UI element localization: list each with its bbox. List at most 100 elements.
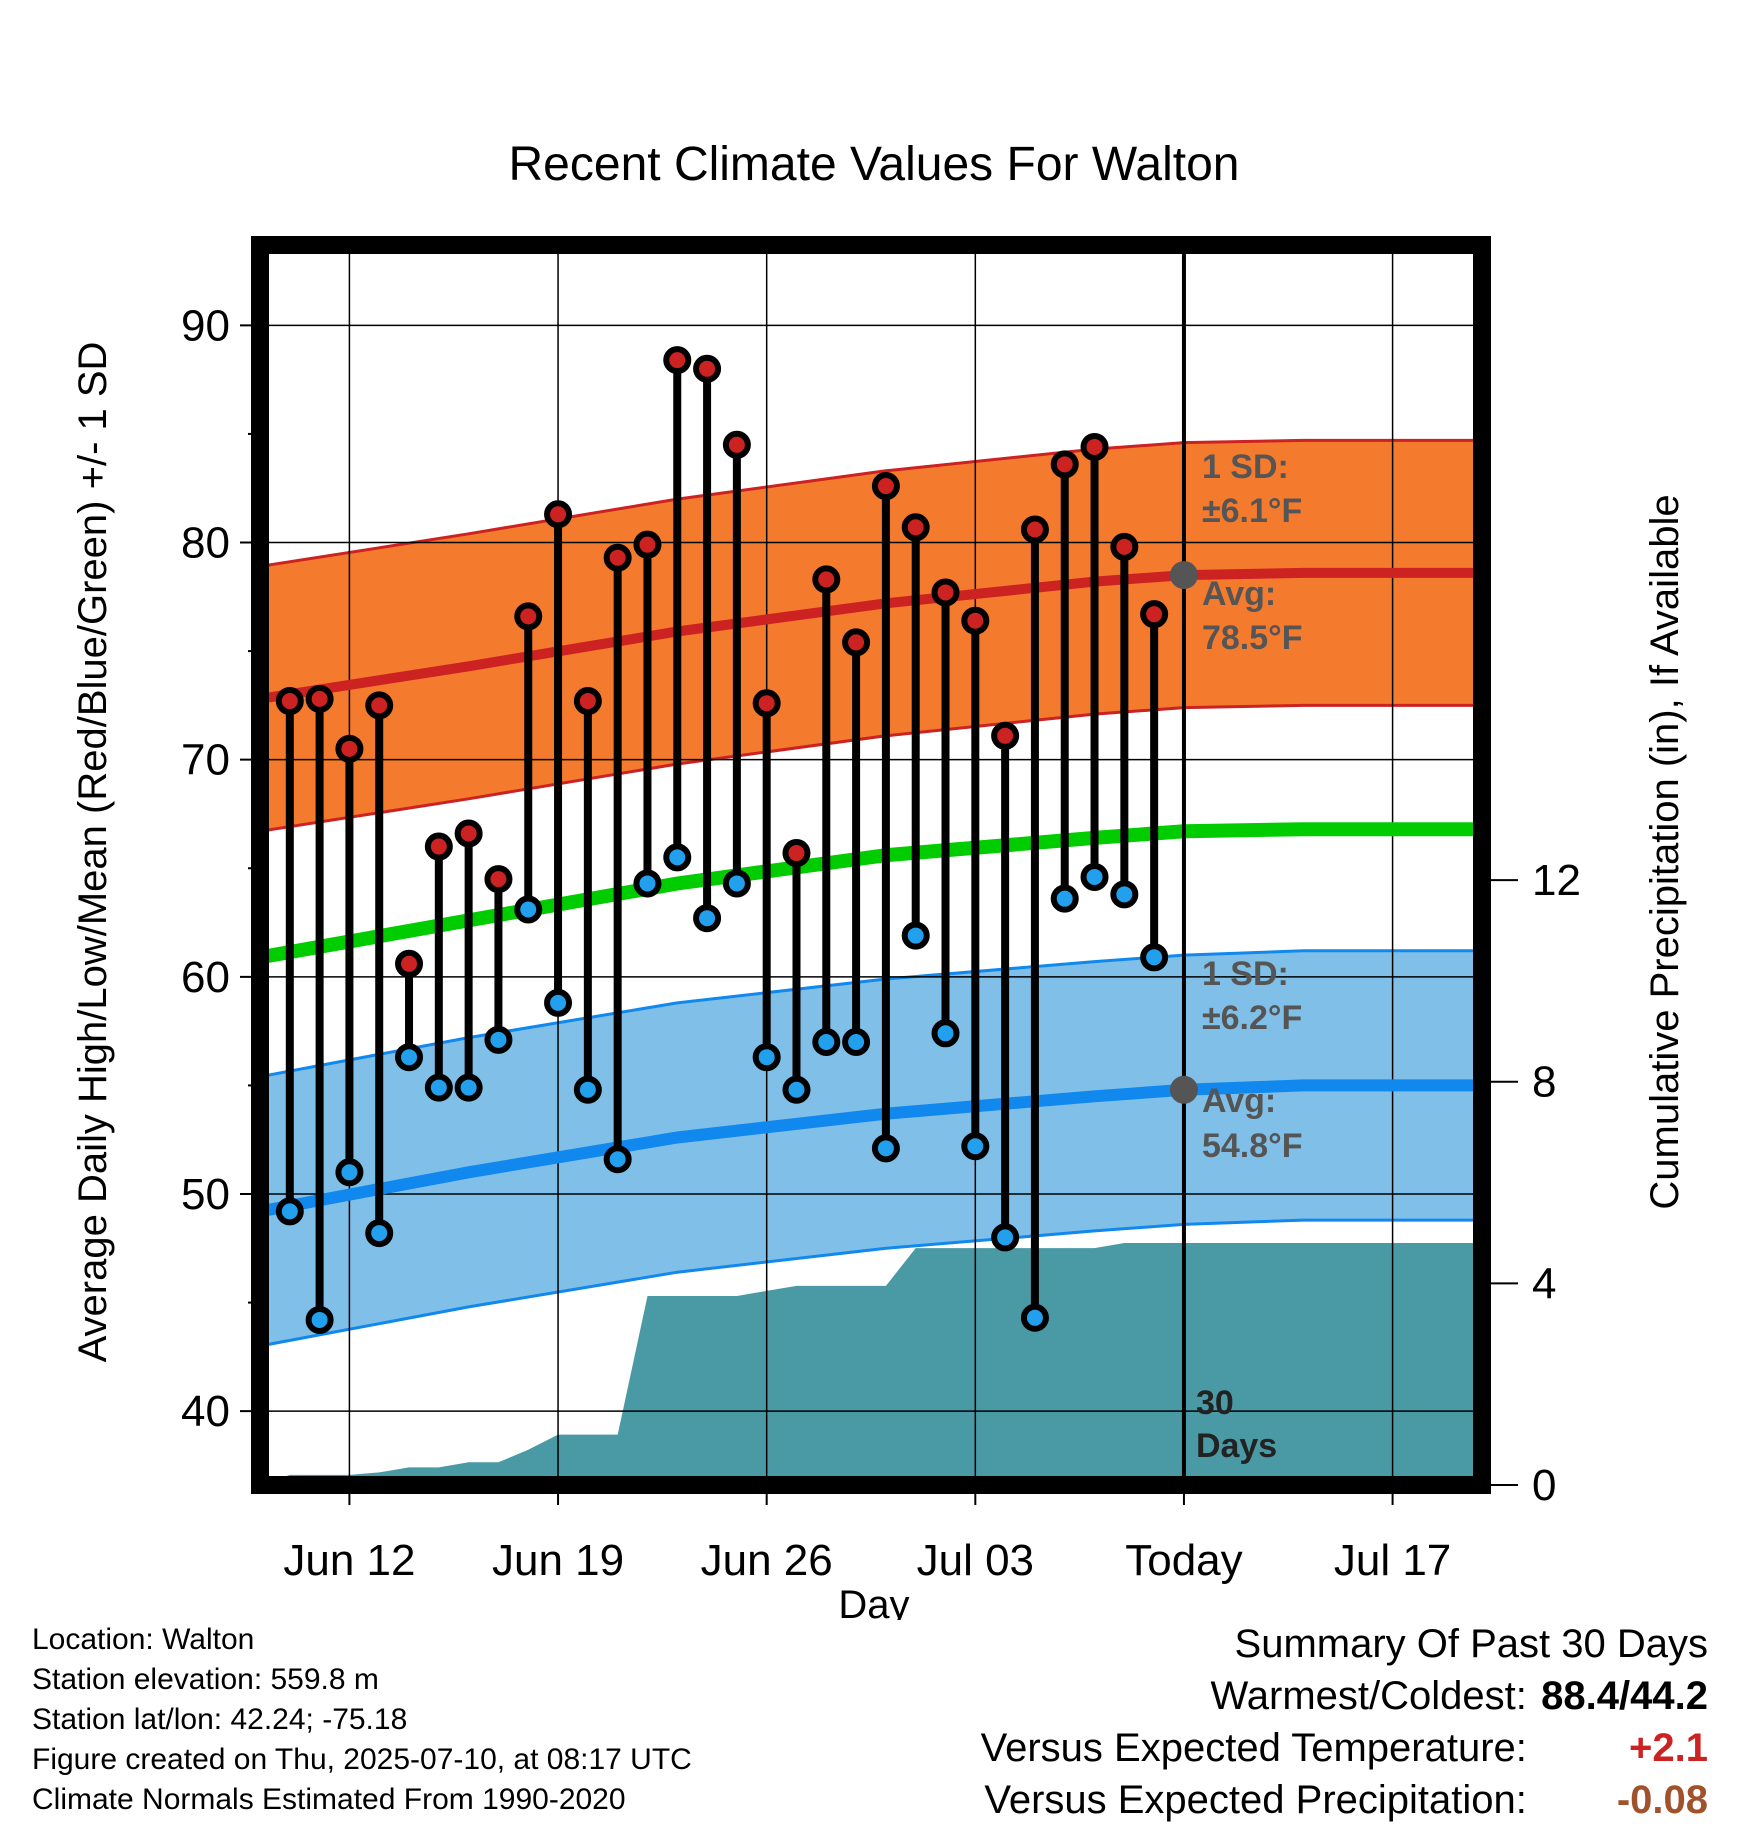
daily-high-point <box>603 543 632 572</box>
y-tick-label-left: 80 <box>181 519 230 568</box>
low-sd-annotation-line-1: 1 SD: <box>1202 955 1289 993</box>
daily-low-point <box>424 1073 453 1102</box>
warmest-coldest-row: Warmest/Coldest: 88.4/44.2 <box>981 1670 1709 1722</box>
daily-low-point <box>514 895 543 924</box>
y-axis-label-right: Cumulative Precipitation (in), If Availa… <box>1643 494 1687 1209</box>
x-axis-label: Day <box>838 1583 909 1620</box>
daily-low-point <box>961 1132 990 1161</box>
daily-low-point <box>454 1073 483 1102</box>
summary-panel: Summary Of Past 30 Days Warmest/Coldest:… <box>981 1618 1708 1826</box>
normal-mean-line <box>269 822 1482 963</box>
daily-low-point <box>305 1305 334 1334</box>
daily-high-point <box>1050 450 1079 479</box>
daily-high-point <box>1080 432 1109 461</box>
station-location: Location: Walton <box>32 1623 255 1656</box>
daily-high-point <box>961 606 990 635</box>
chart-title: Recent Climate Values For Walton <box>509 138 1240 191</box>
y-tick-label-right: 0 <box>1532 1461 1556 1510</box>
daily-high-point <box>991 721 1020 750</box>
low-avg-annotation-line-1: Avg: <box>1202 1082 1276 1120</box>
daily-low-point <box>484 1025 513 1054</box>
daily-high-point <box>633 530 662 559</box>
daily-high-point <box>752 689 781 718</box>
high-avg-annotation-line-2: 78.5°F <box>1202 619 1303 657</box>
low-sd-annotation-line-2: ±6.2°F <box>1202 999 1302 1037</box>
precip-deviation-label: Versus Expected Precipitation: <box>984 1778 1527 1822</box>
daily-low-point <box>1050 884 1079 913</box>
station-latlon: Station lat/lon: 42.24; -75.18 <box>32 1703 408 1736</box>
daily-low-point <box>842 1027 871 1056</box>
x-tick-label: Jul 17 <box>1334 1536 1451 1585</box>
daily-low-point <box>1080 862 1109 891</box>
daily-high-point <box>663 346 692 375</box>
warmest-coldest-value: 88.4/44.2 <box>1541 1674 1708 1718</box>
daily-high-point <box>1140 600 1169 629</box>
daily-low-point <box>901 921 930 950</box>
daily-high-point <box>365 691 394 720</box>
daily-high-point <box>842 628 871 657</box>
daily-low-point <box>931 1019 960 1048</box>
daily-high-point <box>693 354 722 383</box>
daily-low-point <box>663 843 692 872</box>
x-tick-label: Jun 19 <box>492 1536 624 1585</box>
daily-low-point <box>275 1197 304 1226</box>
daily-low-point <box>722 869 751 898</box>
daily-high-point <box>544 500 573 529</box>
daily-low-point <box>752 1043 781 1072</box>
daily-high-point <box>395 949 424 978</box>
x-tick-label: Jun 12 <box>283 1536 415 1585</box>
daily-low-point <box>871 1134 900 1163</box>
climate-normals-note: Climate Normals Estimated From 1990-2020 <box>32 1783 626 1816</box>
high-sd-annotation-line-1: 1 SD: <box>1202 448 1289 486</box>
y-tick-label-right: 12 <box>1532 856 1581 905</box>
high-sd-annotation-line-2: ±6.1°F <box>1202 492 1302 530</box>
daily-high-point <box>335 734 364 763</box>
x-tick-label: Jun 26 <box>701 1536 833 1585</box>
daily-high-point <box>1110 532 1139 561</box>
daily-low-point <box>693 904 722 933</box>
figure-created: Figure created on Thu, 2025-07-10, at 08… <box>32 1743 692 1776</box>
precip-deviation-row: Versus Expected Precipitation: -0.08 <box>981 1774 1708 1826</box>
high-sd-band <box>269 440 1482 830</box>
y-axis-label-left: Average Daily High/Low/Mean (Red/Blue/Gr… <box>71 342 115 1363</box>
daily-low-point <box>603 1145 632 1174</box>
daily-high-point <box>573 687 602 716</box>
daily-high-point <box>1020 515 1049 544</box>
days-annotation-line-2: Days <box>1196 1427 1277 1465</box>
daily-high-point <box>871 472 900 501</box>
daily-high-point <box>275 687 304 716</box>
axes: 40 50 60 70 80 90 0 4 8 12 Jun 12 Jun 19 Jun 26 Jul 0… <box>181 236 1581 1585</box>
today-low-avg-marker <box>1169 1075 1198 1104</box>
y-tick-label-left: 70 <box>181 736 230 785</box>
days-annotation-line-1: 30 <box>1196 1384 1234 1422</box>
x-tick-label: Jul 03 <box>917 1536 1034 1585</box>
daily-low-point <box>544 988 573 1017</box>
y-tick-label-left: 90 <box>181 301 230 350</box>
temp-deviation-value: +2.1 <box>1629 1726 1708 1770</box>
y-tick-label-left: 60 <box>181 953 230 1002</box>
daily-low-point <box>365 1219 394 1248</box>
daily-low-point <box>782 1075 811 1104</box>
daily-high-point <box>514 602 543 631</box>
daily-low-point <box>1020 1303 1049 1332</box>
daily-low-point <box>335 1158 364 1187</box>
warmest-coldest-label: Warmest/Coldest: <box>1210 1674 1527 1718</box>
daily-high-point <box>484 865 513 894</box>
low-avg-annotation-line-2: 54.8°F <box>1202 1127 1303 1165</box>
daily-high-point <box>901 513 930 542</box>
normal-low-line <box>269 1079 1482 1216</box>
precip-area <box>269 1243 1482 1485</box>
daily-low-point <box>991 1223 1020 1252</box>
high-sd-band-lower-edge <box>269 703 1482 832</box>
high-avg-annotation-line-1: Avg: <box>1202 575 1276 613</box>
daily-high-point <box>782 839 811 868</box>
high-sd-band-upper-edge <box>269 438 1482 567</box>
daily-high-point <box>454 819 483 848</box>
daily-low-point <box>573 1075 602 1104</box>
daily-high-point <box>812 565 841 594</box>
y-tick-label-right: 8 <box>1532 1058 1556 1107</box>
daily-high-point <box>305 684 334 713</box>
daily-low-point <box>812 1027 841 1056</box>
daily-high-point <box>424 832 453 861</box>
station-elevation: Station elevation: 559.8 m <box>32 1663 379 1696</box>
